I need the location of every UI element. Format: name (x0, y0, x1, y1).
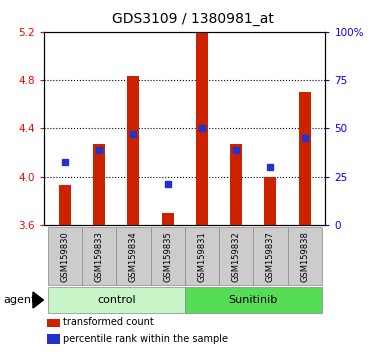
FancyBboxPatch shape (185, 287, 322, 313)
Text: GSM159835: GSM159835 (163, 231, 172, 282)
Polygon shape (33, 292, 44, 308)
FancyBboxPatch shape (185, 227, 219, 285)
Text: GSM159838: GSM159838 (300, 231, 309, 282)
Text: GSM159830: GSM159830 (60, 231, 69, 282)
FancyBboxPatch shape (82, 227, 116, 285)
Bar (162, 213, 174, 225)
Bar (93, 144, 105, 225)
Bar (47, 333, 60, 344)
Text: GDS3109 / 1380981_at: GDS3109 / 1380981_at (112, 12, 273, 27)
Text: GSM159833: GSM159833 (95, 231, 104, 282)
Bar (47, 317, 60, 327)
FancyBboxPatch shape (48, 287, 185, 313)
Text: percentile rank within the sample: percentile rank within the sample (62, 334, 228, 344)
Bar (230, 144, 242, 225)
Text: GSM159831: GSM159831 (198, 231, 206, 282)
Text: Sunitinib: Sunitinib (229, 295, 278, 305)
Bar (127, 76, 139, 225)
FancyBboxPatch shape (48, 227, 82, 285)
Text: transformed count: transformed count (62, 317, 153, 327)
Bar (196, 32, 208, 225)
Text: GSM159837: GSM159837 (266, 231, 275, 282)
FancyBboxPatch shape (219, 227, 253, 285)
FancyBboxPatch shape (151, 227, 185, 285)
Bar (299, 92, 311, 225)
Bar (264, 177, 276, 225)
FancyBboxPatch shape (253, 227, 288, 285)
Text: GSM159834: GSM159834 (129, 231, 138, 282)
FancyBboxPatch shape (288, 227, 322, 285)
Text: agent: agent (4, 295, 36, 305)
Text: GSM159832: GSM159832 (232, 231, 241, 282)
Text: control: control (97, 295, 136, 305)
FancyBboxPatch shape (116, 227, 151, 285)
Bar (59, 185, 71, 225)
